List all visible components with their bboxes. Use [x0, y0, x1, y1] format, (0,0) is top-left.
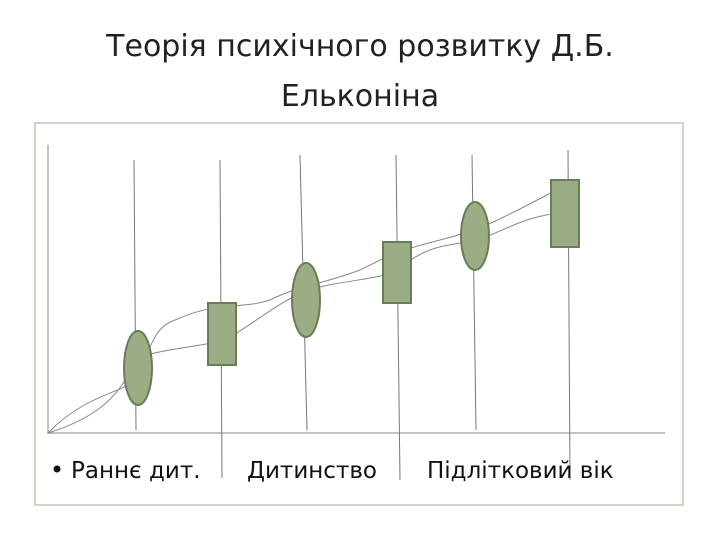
bullet: [53, 465, 61, 473]
stage-label: Раннє дит.: [71, 458, 201, 484]
frame: [34, 122, 684, 506]
stage-lines: [133, 149, 571, 481]
stage-label: Підлітковий вік: [427, 458, 614, 484]
stage-shapes: [123, 179, 580, 406]
stage-label: Дитинство: [247, 458, 377, 484]
slide-title: Теорія психічного розвитку Д.Б. Ельконін…: [106, 29, 614, 114]
